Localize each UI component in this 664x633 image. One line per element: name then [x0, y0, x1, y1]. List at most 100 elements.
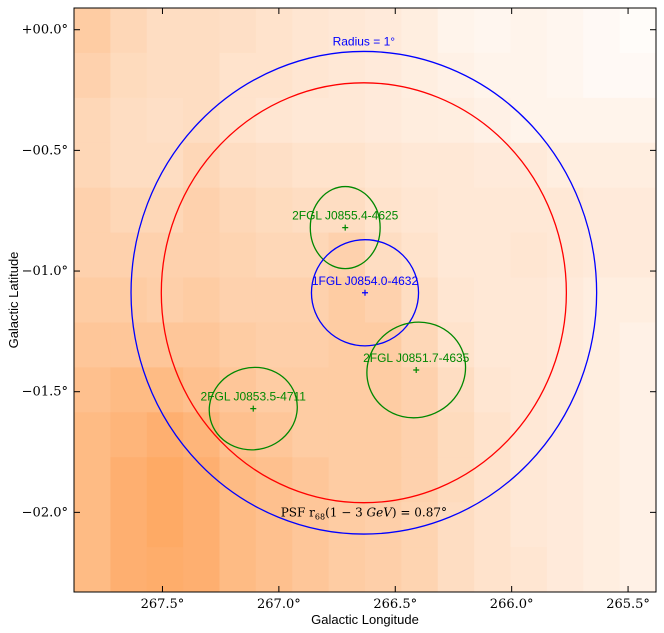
heatmap-pixel	[437, 412, 475, 458]
heatmap-pixel	[546, 547, 584, 592]
heatmap-pixel	[401, 8, 439, 54]
heatmap-pixel	[401, 142, 439, 189]
heatmap-pixel	[474, 502, 511, 548]
heatmap-pixel	[583, 142, 621, 189]
heatmap-pixel	[619, 142, 656, 189]
psf-radius-label: PSF r68(1 − 3 GeV) = 0.87°	[281, 506, 447, 522]
heatmap-pixel	[110, 322, 148, 368]
heatmap-pixel	[365, 412, 402, 458]
heatmap-pixel	[474, 142, 511, 189]
counts-map-heatmap	[74, 8, 656, 592]
heatmap-pixel	[583, 8, 621, 54]
heatmap-pixel	[546, 97, 584, 144]
heatmap-pixel	[146, 322, 184, 368]
heatmap-pixel	[328, 187, 366, 234]
y-tick-label: +00.0°	[22, 23, 68, 38]
heatmap-pixel	[74, 322, 111, 368]
heatmap-pixel	[365, 457, 402, 503]
heatmap-pixel	[255, 547, 293, 592]
source-error-ellipse	[310, 239, 420, 347]
heatmap-pixel	[437, 142, 475, 189]
heatmap-pixel	[328, 547, 366, 592]
source-error-ellipse	[366, 321, 467, 419]
heatmap-pixel	[110, 277, 148, 323]
heatmap-pixel	[110, 8, 148, 54]
heatmap-pixel	[183, 367, 220, 413]
heatmap-pixel	[183, 187, 220, 234]
heatmap-pixel	[255, 322, 293, 368]
heatmap-pixel	[219, 187, 257, 234]
heatmap-pixel	[474, 412, 511, 458]
heatmap-pixel	[510, 142, 548, 189]
heatmap-pixel	[110, 142, 148, 189]
heatmap-pixel	[401, 97, 439, 144]
heatmap-pixel	[219, 547, 257, 592]
heatmap-pixel	[365, 187, 402, 234]
heatmap-pixel	[365, 502, 402, 548]
heatmap-pixel	[146, 232, 184, 279]
heatmap-pixel	[583, 97, 621, 144]
roi-radius-circle	[130, 50, 598, 535]
heatmap-pixel	[328, 52, 366, 99]
y-tick-label: −02.0°	[22, 505, 68, 520]
heatmap-pixel	[110, 502, 148, 548]
heatmap-pixel	[74, 52, 111, 99]
roi-radius-label: Radius = 1°	[333, 34, 396, 48]
y-tick-label: −00.5°	[22, 143, 68, 158]
heatmap-pixel	[365, 8, 402, 54]
heatmap-pixel	[546, 412, 584, 458]
heatmap-pixel	[510, 8, 548, 54]
source-position-marker	[362, 289, 368, 296]
source-position-marker	[342, 224, 349, 231]
heatmap-pixel	[510, 412, 548, 458]
heatmap-pixel	[328, 457, 366, 503]
heatmap-pixel	[546, 457, 584, 503]
heatmap-pixel	[219, 232, 257, 279]
heatmap-pixel	[183, 52, 220, 99]
heatmap-pixel	[219, 142, 257, 189]
heatmap-pixel	[255, 8, 293, 54]
heatmap-pixel	[510, 187, 548, 234]
heatmap-pixel	[619, 187, 656, 234]
heatmap-pixel	[183, 277, 220, 323]
heatmap-pixel	[74, 547, 111, 592]
x-tick-label: 266.0°	[490, 597, 534, 612]
heatmap-pixel	[146, 8, 184, 54]
heatmap-pixel	[219, 97, 257, 144]
heatmap-pixel	[510, 52, 548, 99]
heatmap-pixel	[146, 547, 184, 592]
heatmap-pixel	[146, 502, 184, 548]
heatmap-pixel	[619, 8, 656, 54]
x-tick-label: 267.5°	[141, 597, 185, 612]
heatmap-pixel	[619, 97, 656, 144]
heatmap-pixel	[437, 367, 475, 413]
heatmap-pixel	[474, 277, 511, 323]
heatmap-pixel	[474, 367, 511, 413]
source-name-label: 2FGL J0853.5-4711	[201, 390, 307, 404]
heatmap-pixel	[219, 52, 257, 99]
heatmap-pixel	[183, 322, 220, 368]
heatmap-pixel	[401, 547, 439, 592]
heatmap-pixel	[583, 457, 621, 503]
heatmap-pixel	[255, 232, 293, 279]
heatmap-pixel	[292, 232, 330, 279]
heatmap-pixel	[474, 547, 511, 592]
heatmap-pixel	[437, 322, 475, 368]
heatmap-pixel	[619, 547, 656, 592]
heatmap-pixel	[401, 322, 439, 368]
heatmap-pixel	[219, 367, 257, 413]
heatmap-pixel	[437, 97, 475, 144]
source-position-marker	[413, 366, 420, 373]
heatmap-pixel	[474, 232, 511, 279]
heatmap-pixel	[546, 187, 584, 234]
heatmap-pixel	[474, 52, 511, 99]
heatmap-pixel	[219, 502, 257, 548]
heatmap-pixel	[74, 457, 111, 503]
heatmap-pixel	[401, 277, 439, 323]
heatmap-pixel	[328, 277, 366, 323]
heatmap-pixel	[365, 547, 402, 592]
heatmap-pixel	[474, 187, 511, 234]
heatmap-pixel	[546, 322, 584, 368]
heatmap-pixel	[183, 232, 220, 279]
